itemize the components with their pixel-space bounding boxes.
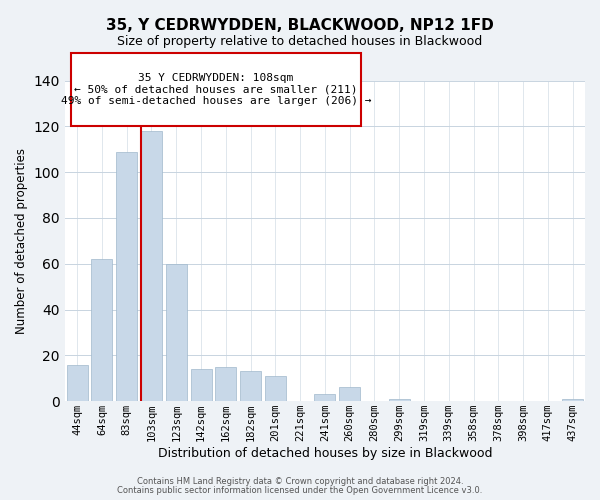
Bar (116, 152, 137, 401)
Bar (215, 367, 236, 401)
Bar (166, 264, 187, 401)
Bar (562, 399, 583, 401)
Bar (141, 131, 162, 401)
Bar (389, 399, 410, 401)
Bar (91, 259, 112, 401)
Text: Size of property relative to detached houses in Blackwood: Size of property relative to detached ho… (118, 35, 482, 48)
Text: 35 Y CEDRWYDDEN: 108sqm
← 50% of detached houses are smaller (211)
49% of semi-d: 35 Y CEDRWYDDEN: 108sqm ← 50% of detache… (61, 73, 371, 106)
Y-axis label: Number of detached properties: Number of detached properties (15, 148, 28, 334)
Bar (339, 388, 360, 401)
Text: Contains HM Land Registry data © Crown copyright and database right 2024.: Contains HM Land Registry data © Crown c… (137, 477, 463, 486)
Text: Contains public sector information licensed under the Open Government Licence v3: Contains public sector information licen… (118, 486, 482, 495)
Bar (265, 376, 286, 401)
Text: 35, Y CEDRWYDDEN, BLACKWOOD, NP12 1FD: 35, Y CEDRWYDDEN, BLACKWOOD, NP12 1FD (106, 18, 494, 32)
Bar (67, 364, 88, 401)
Bar (314, 394, 335, 401)
Bar (191, 369, 212, 401)
X-axis label: Distribution of detached houses by size in Blackwood: Distribution of detached houses by size … (158, 447, 492, 460)
Bar (240, 372, 261, 401)
